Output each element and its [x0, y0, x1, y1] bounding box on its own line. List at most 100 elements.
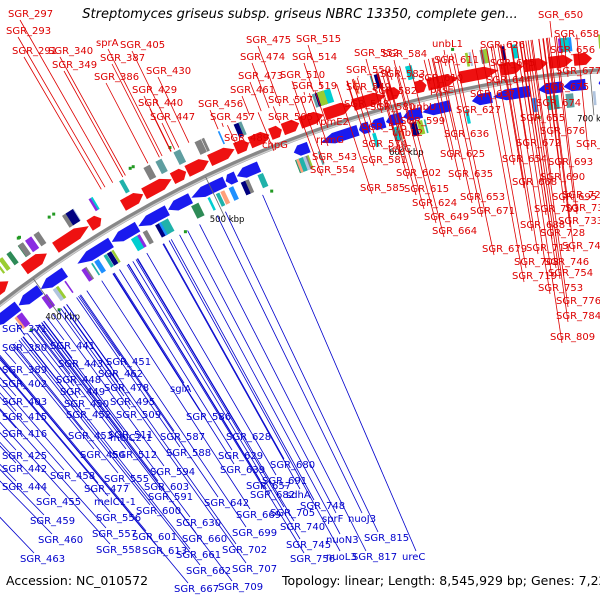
reverse-label-leader — [0, 356, 189, 584]
reverse-label-leader — [162, 243, 301, 490]
forward-label-leader — [384, 69, 405, 140]
forward-label-leader — [443, 55, 447, 67]
reverse-gene-label: SGR_613 — [142, 546, 187, 557]
reverse-label-leader — [46, 318, 65, 341]
forward-gene-label: chpG — [262, 140, 288, 151]
forward-feature-glyph — [482, 49, 489, 64]
forward-label-leader — [209, 109, 219, 130]
forward-feature-glyph — [233, 122, 244, 138]
marker-dash — [270, 189, 274, 193]
marker-dash — [168, 146, 172, 149]
forward-label-leader — [486, 46, 527, 269]
forward-gene-arrow — [169, 168, 187, 184]
scale-tick — [392, 106, 406, 150]
forward-gene-label: SGR_554 — [310, 165, 355, 176]
reverse-gene-arrow — [563, 78, 587, 92]
forward-gene-label: pksE — [430, 85, 454, 96]
forward-gene-label: SGR_644 — [486, 75, 531, 86]
forward-label-leader — [499, 44, 525, 189]
forward-feature-glyph — [90, 196, 100, 210]
reverse-label-leader — [119, 269, 233, 451]
forward-label-leader — [490, 46, 499, 87]
forward-label-leader — [227, 125, 237, 145]
reverse-feature-glyph — [565, 93, 575, 108]
forward-feature-glyph — [33, 231, 47, 247]
forward-label-leader — [314, 91, 329, 129]
forward-feature-glyph — [88, 198, 98, 212]
reverse-gene-label: SGR_667 — [174, 584, 219, 595]
reverse-label-leader — [0, 383, 111, 513]
reverse-label-leader — [0, 463, 17, 482]
forward-gene-label: SGR_703 — [534, 204, 579, 215]
forward-gene-label: SGR_664 — [432, 226, 477, 237]
forward-label-leader — [388, 68, 393, 81]
reverse-gene-label: SGR_452 — [66, 410, 111, 421]
forward-gene-label: SGR_574 — [362, 139, 407, 150]
reverse-gene-label: SGR_705 — [270, 508, 315, 519]
reverse-gene-arrow — [18, 285, 44, 306]
reverse-feature-glyph — [307, 155, 314, 169]
forward-gene-label: SGR_610 — [418, 73, 463, 84]
forward-gene-label: SGR_543 — [312, 152, 357, 163]
reverse-gene-label: SGR_642 — [204, 498, 249, 509]
reverse-gene-label: SGR_600 — [136, 506, 181, 517]
reverse-gene-label: nuoL3 — [326, 552, 357, 563]
forward-gene-label: SGR_625 — [440, 149, 485, 160]
forward-gene-label: SGR_728 — [540, 228, 585, 239]
forward-label-leader — [492, 45, 515, 166]
reverse-gene-arrow — [168, 193, 193, 211]
reverse-gene-label: SGR_556 — [96, 513, 141, 524]
reverse-label-leader — [262, 194, 417, 552]
reverse-gene-label: SGR_509 — [116, 410, 161, 421]
reverse-gene-arrow — [370, 116, 387, 131]
reverse-feature-glyph — [215, 192, 226, 207]
reverse-gene-arrow — [471, 91, 493, 106]
reverse-gene-label: SGR_557 — [92, 529, 137, 540]
reverse-feature-glyph — [423, 119, 429, 134]
reverse-label-leader — [76, 297, 181, 448]
reverse-gene-label: SGR_444 — [2, 482, 47, 493]
forward-label-leader — [547, 37, 575, 253]
reverse-label-leader — [0, 355, 147, 532]
reverse-feature-glyph — [130, 235, 145, 252]
reverse-feature-glyph — [111, 249, 121, 263]
forward-label-leader — [519, 41, 547, 216]
reverse-gene-label: ureC — [402, 552, 425, 563]
forward-gene-label: SGR_440 — [138, 98, 183, 109]
reverse-gene-arrow — [538, 81, 564, 95]
reverse-gene-label: SGR_817 — [352, 552, 397, 563]
forward-label-leader — [221, 122, 224, 128]
forward-gene-label: SGR_635 — [448, 169, 493, 180]
forward-label-leader — [299, 96, 325, 164]
forward-gene-label: SGR_695 — [552, 192, 597, 203]
forward-label-leader — [278, 103, 281, 107]
forward-gene-label: SGR_581 — [362, 155, 407, 166]
reverse-gene-label: SGR_389 — [2, 365, 47, 376]
reverse-label-leader — [136, 258, 241, 432]
reverse-gene-label: SGR_454 — [80, 450, 125, 461]
forward-feature-glyph — [65, 209, 81, 226]
reverse-gene-label: SGR_403 — [2, 397, 47, 408]
reverse-gene-label: SGR_709 — [218, 582, 263, 593]
forward-gene-label: SGR_711 — [526, 243, 571, 254]
reverse-label-leader — [39, 323, 159, 482]
forward-feature-glyph — [155, 158, 168, 175]
forward-gene-label: SGR_679 — [482, 244, 527, 255]
forward-gene-label: SGR_733 — [558, 216, 600, 227]
forward-label-leader — [356, 77, 375, 134]
reverse-feature-glyph — [103, 254, 114, 268]
forward-gene-label: SGR_580 — [370, 102, 415, 113]
reverse-gene-arrow — [77, 237, 114, 264]
reverse-label-leader — [63, 306, 247, 564]
reverse-feature-glyph — [296, 158, 304, 173]
forward-label-leader — [351, 79, 375, 151]
forward-label-leader — [538, 38, 553, 138]
forward-label-leader — [559, 36, 563, 57]
forward-label-leader — [500, 44, 533, 232]
forward-label-leader — [431, 57, 461, 181]
forward-label-leader — [432, 57, 443, 97]
forward-label-leader — [428, 58, 453, 161]
forward-gene-label: SGR_809 — [550, 332, 595, 343]
reverse-gene-label: SGR_628 — [226, 432, 271, 443]
